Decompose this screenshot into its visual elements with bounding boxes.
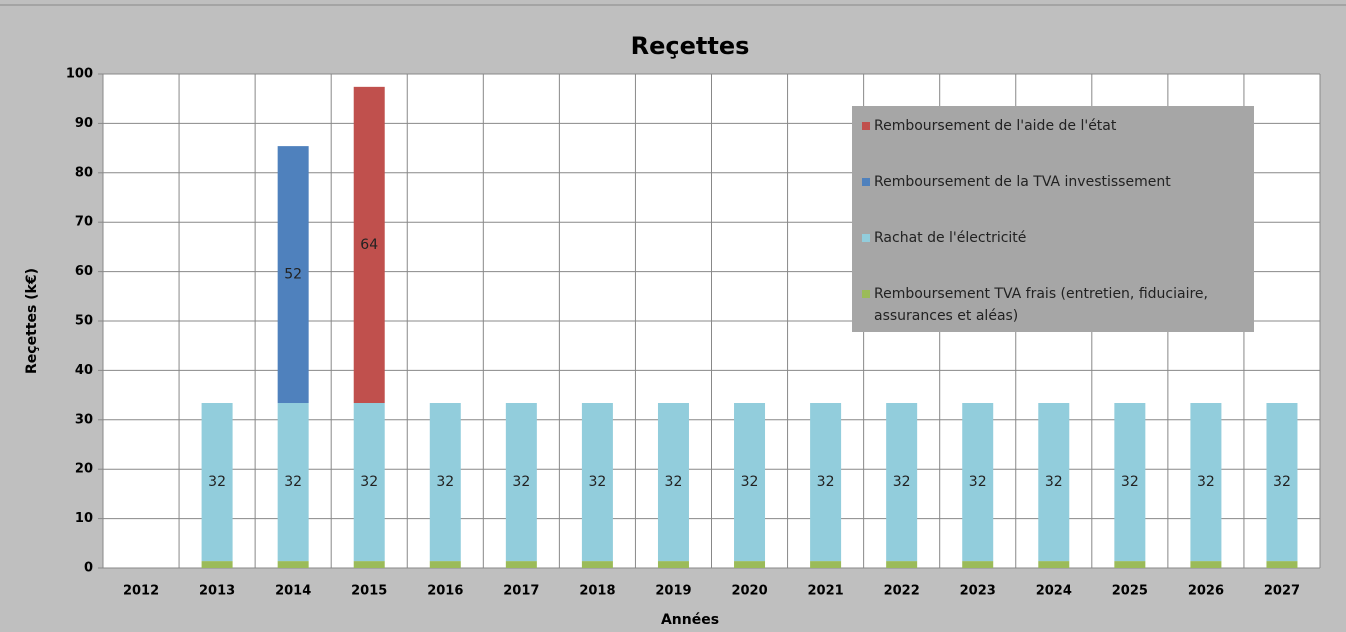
bar-segment xyxy=(277,403,309,562)
chart-title: Reçettes xyxy=(631,32,750,60)
data-label: 32 xyxy=(360,474,378,490)
bar-segment xyxy=(886,403,918,562)
x-tick-label: 2017 xyxy=(503,584,539,599)
bar-segment xyxy=(277,561,309,568)
bar-segment xyxy=(962,561,994,568)
x-tick-label: 2026 xyxy=(1188,584,1224,599)
data-label: 32 xyxy=(817,474,835,490)
data-label: 32 xyxy=(1197,474,1215,490)
legend: Remboursement de l'aide de l'état Rembour… xyxy=(852,106,1254,332)
data-label: 32 xyxy=(1273,474,1291,490)
x-tick-label: 2022 xyxy=(884,584,920,599)
bar-segment xyxy=(962,403,994,562)
legend-label: Rachat de l'électricité xyxy=(874,230,1027,246)
x-tick-label: 2025 xyxy=(1112,584,1148,599)
legend-item: Remboursement de la TVA investissement xyxy=(862,171,1246,227)
y-tick-label: 100 xyxy=(66,67,93,82)
bar-segment xyxy=(886,561,918,568)
bar-segment xyxy=(353,561,385,568)
bar-segment xyxy=(429,403,461,562)
legend-item: Remboursement TVA frais (entretien, fidu… xyxy=(862,283,1246,339)
data-label: 32 xyxy=(893,474,911,490)
bar-segment xyxy=(657,403,689,562)
x-tick-label: 2024 xyxy=(1036,584,1072,599)
y-tick-label: 10 xyxy=(75,511,93,526)
legend-swatch xyxy=(862,178,870,186)
legend-item: Remboursement de l'aide de l'état xyxy=(862,115,1246,171)
bar-segment xyxy=(1038,561,1070,568)
x-tick-label: 2014 xyxy=(275,584,311,599)
bar-segment xyxy=(353,86,385,404)
bar-segment xyxy=(734,403,766,562)
bar-segment xyxy=(1266,561,1298,568)
data-label: 32 xyxy=(665,474,683,490)
data-label: 32 xyxy=(1045,474,1063,490)
data-label: 32 xyxy=(741,474,759,490)
y-tick-label: 50 xyxy=(75,314,93,329)
bar-segment xyxy=(1190,403,1222,562)
data-label: 32 xyxy=(436,474,454,490)
bar-segment xyxy=(277,146,309,404)
y-tick-label: 40 xyxy=(75,363,93,378)
bar-segment xyxy=(1114,561,1146,568)
x-tick-label: 2021 xyxy=(808,584,844,599)
legend-swatch xyxy=(862,122,870,130)
bar-segment xyxy=(1114,403,1146,562)
legend-label: Remboursement de l'aide de l'état xyxy=(874,118,1117,134)
bar-segment xyxy=(505,561,537,568)
data-label: 32 xyxy=(588,474,606,490)
y-tick-label: 30 xyxy=(75,412,93,427)
data-label: 32 xyxy=(1121,474,1139,490)
bar-segment xyxy=(353,403,385,562)
data-label: 32 xyxy=(284,474,302,490)
y-tick-label: 60 xyxy=(75,264,93,279)
legend-label: Remboursement TVA frais (entretien, fidu… xyxy=(874,286,1208,324)
x-tick-label: 2018 xyxy=(579,584,615,599)
bar-segment xyxy=(1038,403,1070,562)
y-tick-label: 20 xyxy=(75,462,93,477)
bar-segment xyxy=(810,403,842,562)
y-tick-label: 0 xyxy=(84,561,93,576)
legend-swatch xyxy=(862,290,870,298)
legend-item: Rachat de l'électricité xyxy=(862,227,1246,283)
x-tick-label: 2020 xyxy=(731,584,767,599)
x-tick-label: 2027 xyxy=(1264,584,1300,599)
y-tick-label: 70 xyxy=(75,215,93,230)
bar-segment xyxy=(201,561,233,568)
x-tick-label: 2015 xyxy=(351,584,387,599)
bar-segment xyxy=(581,561,613,568)
bar-segment xyxy=(201,403,233,562)
x-tick-label: 2012 xyxy=(123,584,159,599)
y-tick-label: 90 xyxy=(75,116,93,131)
bar-segment xyxy=(810,561,842,568)
x-axis-label: Années xyxy=(661,612,719,628)
bar-segment xyxy=(505,403,537,562)
y-tick-label: 80 xyxy=(75,165,93,180)
x-tick-label: 2023 xyxy=(960,584,996,599)
y-axis-label: Reçettes (k€) xyxy=(24,268,40,374)
x-tick-label: 2013 xyxy=(199,584,235,599)
legend-swatch xyxy=(862,234,870,242)
bar-segment xyxy=(734,561,766,568)
x-tick-label: 2019 xyxy=(655,584,691,599)
data-label: 64 xyxy=(360,237,378,253)
data-label: 32 xyxy=(512,474,530,490)
bar-segment xyxy=(1190,561,1222,568)
data-label: 32 xyxy=(969,474,987,490)
bar-segment xyxy=(657,561,689,568)
bar-segment xyxy=(581,403,613,562)
bar-segment xyxy=(1266,403,1298,562)
legend-label: Remboursement de la TVA investissement xyxy=(874,174,1171,190)
x-tick-label: 2016 xyxy=(427,584,463,599)
data-label: 52 xyxy=(284,267,302,283)
bar-segment xyxy=(429,561,461,568)
data-label: 32 xyxy=(208,474,226,490)
